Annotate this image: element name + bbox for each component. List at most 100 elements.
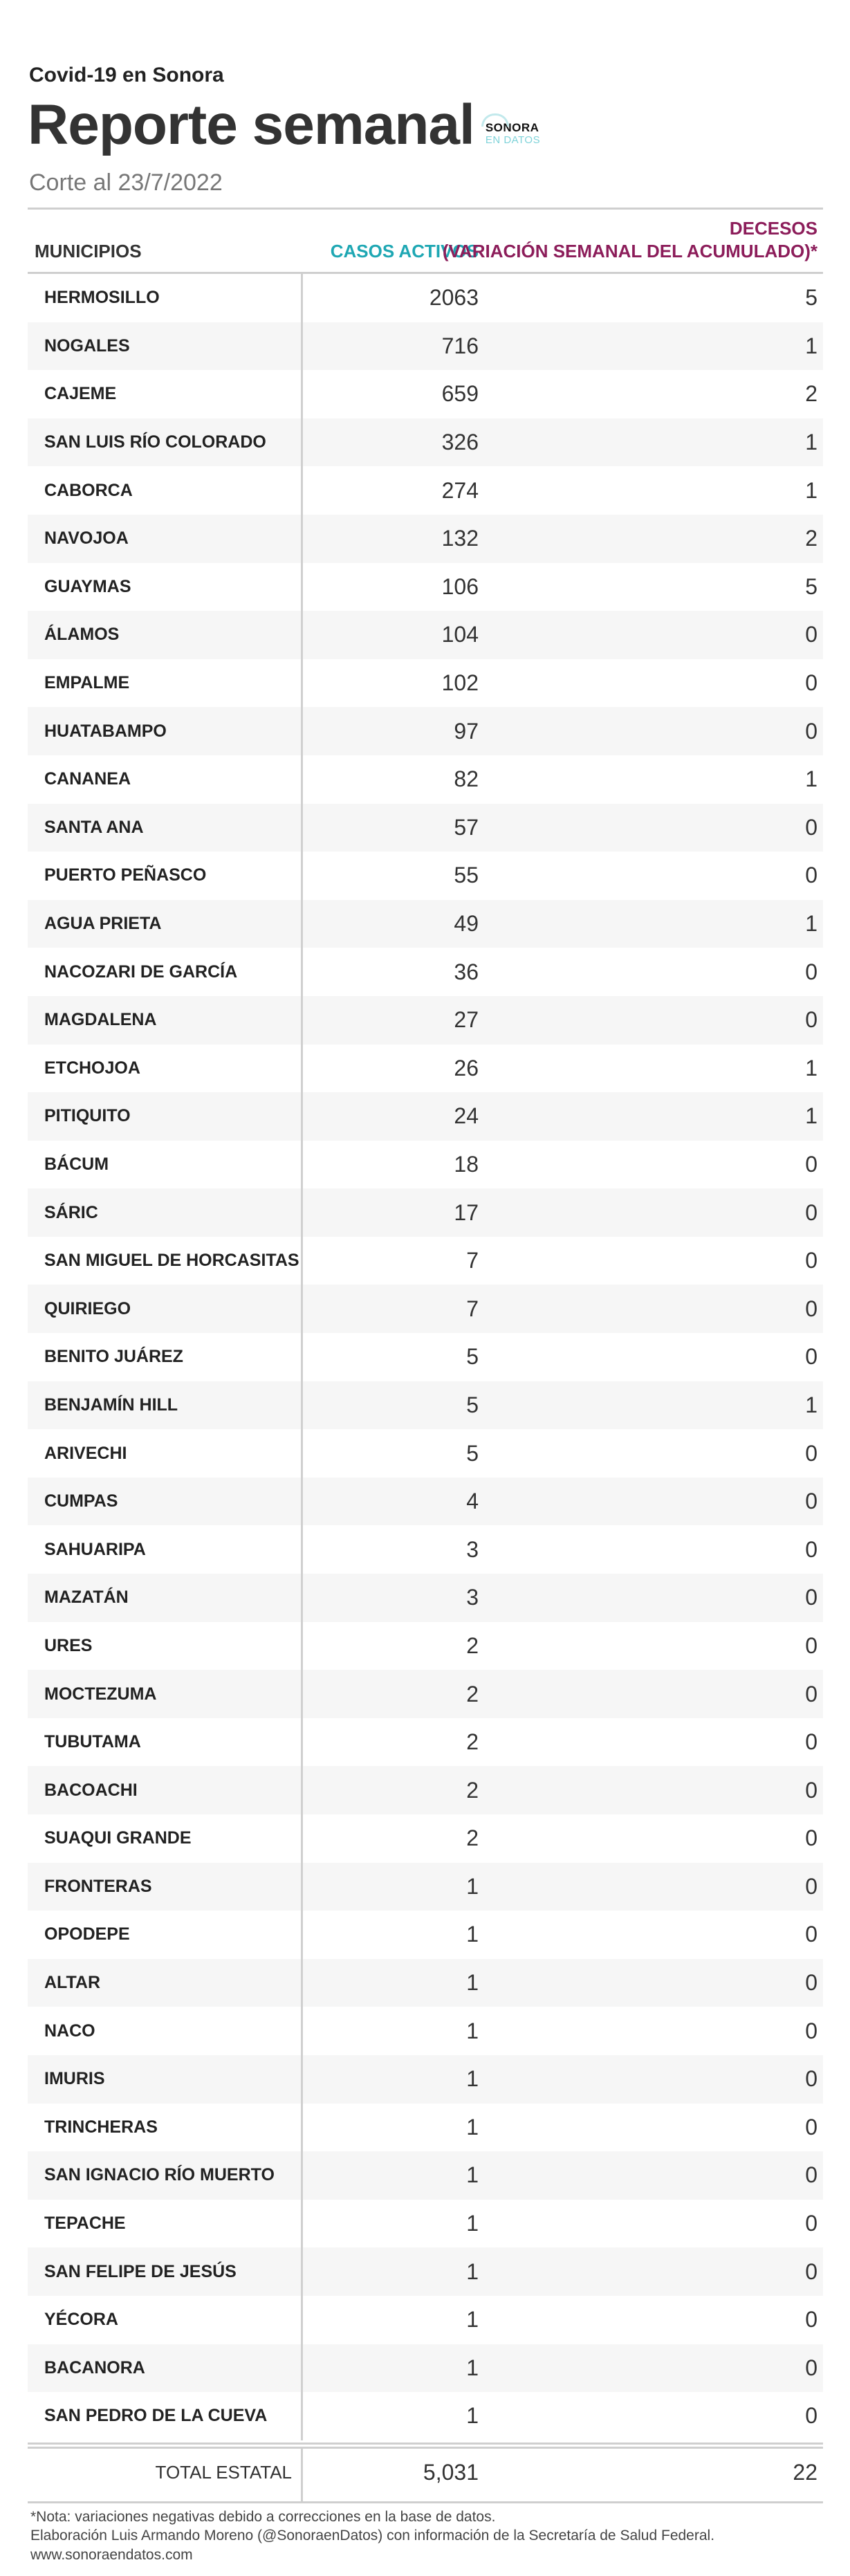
casos-cell: 1 <box>466 2258 479 2284</box>
column-divider <box>301 1140 303 1189</box>
decesos-cell: 1 <box>805 766 817 792</box>
municipio-cell: MAGDALENA <box>44 1010 157 1030</box>
casos-cell: 2 <box>466 1729 479 1755</box>
table-row: BÁCUM 18 0 <box>28 1140 823 1189</box>
casos-cell: 26 <box>454 1055 479 1080</box>
table-row: NAVOJOA 132 2 <box>28 514 823 563</box>
column-divider <box>301 1044 303 1093</box>
municipio-cell: ETCHOJOA <box>44 1058 140 1078</box>
casos-cell: 5 <box>466 1344 479 1370</box>
column-divider <box>301 1188 303 1237</box>
decesos-cell: 0 <box>805 1970 817 1996</box>
table-body: HERMOSILLO 2063 5 NOGALES 716 1 CAJEME 659 2 SAN … <box>28 274 823 2440</box>
casos-cell: 17 <box>454 1199 479 1225</box>
municipio-cell: EMPALME <box>44 673 130 693</box>
total-casos: 5,031 <box>423 2460 479 2485</box>
column-divider <box>301 1670 303 1718</box>
decesos-cell: 0 <box>805 1873 817 1899</box>
decesos-cell: 0 <box>805 2018 817 2043</box>
casos-cell: 55 <box>454 863 479 888</box>
column-divider <box>301 2054 303 2104</box>
column-divider <box>301 1911 303 1959</box>
kicker: Covid-19 en Sonora <box>29 64 224 86</box>
table-row: ÁLAMOS 104 0 <box>28 611 823 659</box>
decesos-cell: 0 <box>805 863 817 888</box>
municipio-cell: PITIQUITO <box>44 1106 131 1126</box>
table-row: BACANORA 1 0 <box>28 2344 823 2393</box>
municipio-cell: BENITO JUÁREZ <box>44 1347 183 1367</box>
header-decesos: DECESOS (VARIACIÓN SEMANAL DEL ACUMULADO… <box>443 217 817 262</box>
column-divider <box>301 418 303 467</box>
decesos-cell: 0 <box>805 1585 817 1610</box>
casos-cell: 1 <box>466 1970 479 1996</box>
column-divider <box>301 899 303 948</box>
table-row: SAN MIGUEL DE HORCASITAS 7 0 <box>28 1236 823 1285</box>
table-row: CANANEA 82 1 <box>28 755 823 804</box>
header-decesos-line2: (VARIACIÓN SEMANAL DEL ACUMULADO)* <box>442 240 817 261</box>
casos-cell: 326 <box>441 430 479 455</box>
table-row: BACOACHI 2 0 <box>28 1766 823 1814</box>
municipio-cell: TRINCHERAS <box>44 2117 158 2137</box>
table-row: PITIQUITO 24 1 <box>28 1092 823 1141</box>
casos-cell: 1 <box>466 2403 479 2429</box>
column-divider <box>301 1958 303 2007</box>
column-divider <box>301 1092 303 1141</box>
table-row: EMPALME 102 0 <box>28 659 823 708</box>
decesos-cell: 1 <box>805 430 817 455</box>
municipio-cell: ARIVECHI <box>44 1443 127 1463</box>
municipio-cell: SAHUARIPA <box>44 1539 146 1559</box>
municipio-cell: IMURIS <box>44 2069 105 2089</box>
column-divider <box>301 370 303 418</box>
total-decesos: 22 <box>793 2460 817 2485</box>
column-divider <box>301 948 303 996</box>
table-row: SAN IGNACIO RÍO MUERTO 1 0 <box>28 2151 823 2200</box>
table-row: OPODEPE 1 0 <box>28 1911 823 1959</box>
column-divider <box>301 466 303 515</box>
decesos-cell: 0 <box>805 1248 817 1273</box>
casos-cell: 3 <box>466 1585 479 1610</box>
column-divider <box>301 803 303 852</box>
column-divider <box>301 1477 303 1526</box>
decesos-cell: 1 <box>805 911 817 937</box>
municipio-cell: BACOACHI <box>44 1780 138 1800</box>
table-row: HERMOSILLO 2063 5 <box>28 274 823 322</box>
decesos-cell: 0 <box>805 1440 817 1466</box>
table-row: PUERTO PEÑASCO 55 0 <box>28 852 823 900</box>
casos-cell: 5 <box>466 1392 479 1417</box>
column-divider <box>301 1718 303 1767</box>
column-divider <box>301 611 303 659</box>
logo-ring-icon <box>481 113 509 127</box>
column-divider <box>301 1766 303 1814</box>
municipio-cell: CABORCA <box>44 480 133 500</box>
table-row: ARIVECHI 5 0 <box>28 1429 823 1478</box>
casos-cell: 274 <box>441 477 479 503</box>
decesos-cell: 0 <box>805 670 817 696</box>
casos-cell: 4 <box>466 1489 479 1514</box>
column-divider <box>301 852 303 900</box>
footnote-website: www.sonoraendatos.com <box>30 2546 193 2563</box>
table-row: AGUA PRIETA 49 1 <box>28 899 823 948</box>
column-divider <box>301 1621 303 1671</box>
table-row: NOGALES 716 1 <box>28 322 823 371</box>
decesos-cell: 0 <box>805 2258 817 2284</box>
casos-cell: 7 <box>466 1296 479 1321</box>
municipio-cell: SAN PEDRO DE LA CUEVA <box>44 2406 268 2426</box>
table-row: BENITO JUÁREZ 5 0 <box>28 1333 823 1381</box>
column-divider <box>301 1333 303 1381</box>
column-divider <box>301 514 303 563</box>
casos-cell: 716 <box>441 333 479 358</box>
column-divider <box>301 2199 303 2248</box>
municipio-cell: ÁLAMOS <box>44 625 120 645</box>
table-row: CABORCA 274 1 <box>28 466 823 515</box>
casos-cell: 1 <box>466 2307 479 2333</box>
total-row: TOTAL ESTATAL 5,031 22 <box>28 2442 823 2503</box>
municipio-cell: GUAYMAS <box>44 576 131 596</box>
page-title: Reporte semanal <box>28 93 475 156</box>
table-row: NACOZARI DE GARCÍA 36 0 <box>28 948 823 996</box>
table-row: IMURIS 1 0 <box>28 2054 823 2104</box>
casos-cell: 18 <box>454 1151 479 1177</box>
casos-cell: 5 <box>466 1440 479 1466</box>
table-row: MAGDALENA 27 0 <box>28 995 823 1045</box>
column-divider <box>301 755 303 804</box>
decesos-cell: 0 <box>805 1151 817 1177</box>
